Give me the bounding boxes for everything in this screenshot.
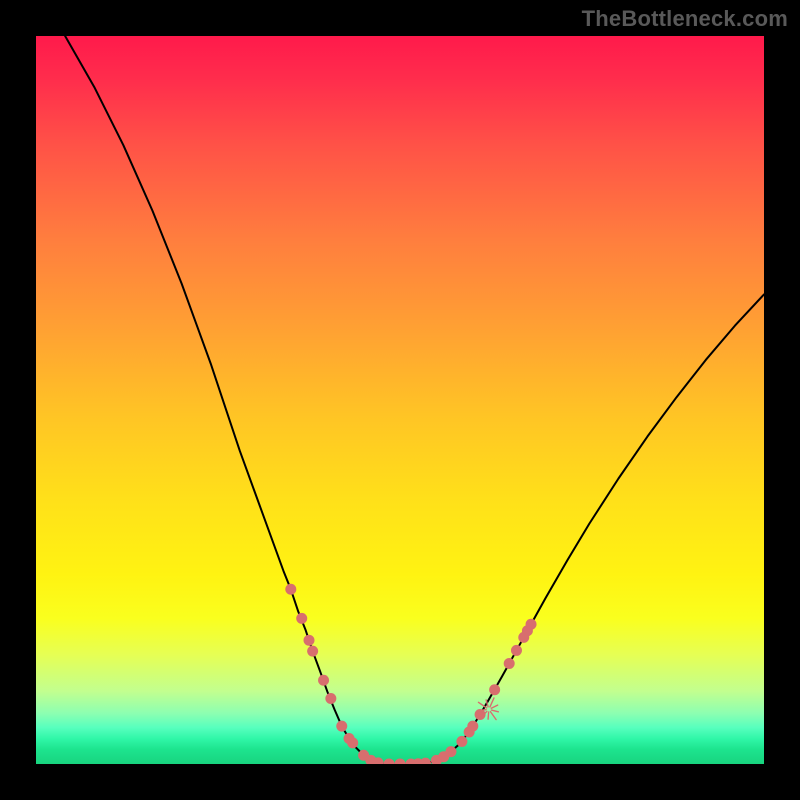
data-point (456, 736, 467, 747)
data-point (296, 613, 307, 624)
chart-container: TheBottleneck.com (0, 0, 800, 800)
data-point (467, 721, 478, 732)
data-point (504, 658, 515, 669)
data-point (347, 737, 358, 748)
bottleneck-curve-chart (36, 36, 764, 764)
gradient-background (36, 36, 764, 764)
data-point (526, 619, 537, 630)
watermark-text: TheBottleneck.com (582, 6, 788, 32)
data-point (304, 635, 315, 646)
data-point (318, 675, 329, 686)
data-point (475, 709, 486, 720)
data-point (307, 646, 318, 657)
data-point (336, 721, 347, 732)
data-point (511, 645, 522, 656)
data-point (445, 746, 456, 757)
data-point (285, 584, 296, 595)
data-point (489, 684, 500, 695)
data-point (325, 693, 336, 704)
